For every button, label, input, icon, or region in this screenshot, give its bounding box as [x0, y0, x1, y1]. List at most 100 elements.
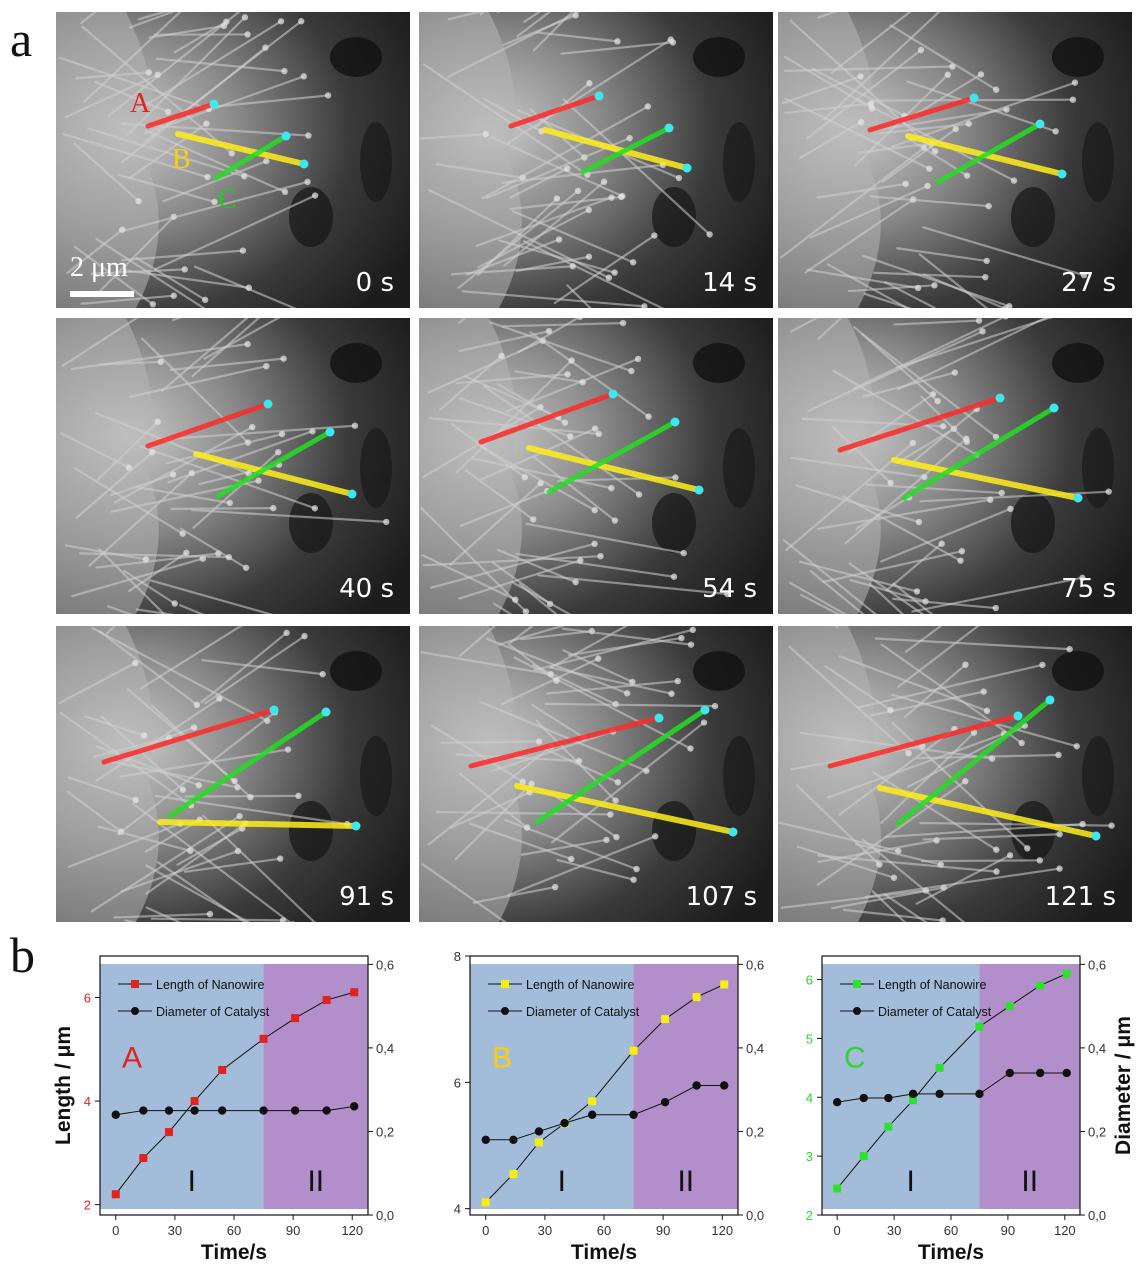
chart-panel-label: A — [122, 1041, 142, 1074]
y-tick-label: 2 — [84, 1198, 91, 1213]
scale-bar-label: 2 μm — [70, 252, 128, 284]
catalyst-tip — [655, 714, 664, 723]
sem-frame: 14 s — [419, 12, 773, 308]
x-tick-label: 120 — [711, 1223, 733, 1238]
data-point — [833, 1185, 841, 1193]
catalyst-tip — [970, 94, 979, 103]
y2-tick-label: 0,6 — [1088, 957, 1106, 972]
frame-time-label: 121 s — [1045, 882, 1116, 912]
region-one — [822, 964, 979, 1209]
data-point — [860, 1094, 868, 1102]
data-point — [509, 1170, 517, 1178]
catalyst-tip — [326, 428, 335, 437]
data-point — [139, 1154, 147, 1162]
wire-b — [160, 822, 356, 826]
data-point — [165, 1106, 173, 1114]
data-point — [1063, 970, 1071, 978]
y2-tick-label: 0,2 — [746, 1124, 764, 1139]
sem-frame: 75 s — [778, 318, 1132, 614]
y-axis-label: Length / μm — [52, 1026, 75, 1145]
y2-tick-label: 0,0 — [376, 1208, 394, 1223]
sem-frame: 121 s — [778, 626, 1132, 922]
data-point — [693, 993, 701, 1001]
x-tick-label: 90 — [286, 1223, 300, 1238]
y2-tick-label: 0,0 — [746, 1208, 764, 1223]
data-point — [509, 1136, 517, 1144]
data-point — [1063, 1069, 1071, 1077]
data-point — [935, 1090, 943, 1098]
x-tick-label: 60 — [227, 1223, 241, 1238]
panel-a-label: a — [10, 14, 32, 64]
data-point — [323, 996, 331, 1004]
data-point — [535, 1127, 543, 1135]
sem-micrograph-image — [56, 626, 410, 922]
x-tick-label: 30 — [538, 1223, 552, 1238]
catalyst-tip — [695, 486, 704, 495]
y-tick-label: 2 — [806, 1208, 813, 1223]
data-point — [1006, 1069, 1014, 1077]
y-tick-label: 5 — [806, 1031, 813, 1046]
catalyst-tip — [671, 418, 680, 427]
sem-micrograph-image — [778, 318, 1132, 614]
y2-tick-label: 0,4 — [746, 1041, 764, 1056]
data-point — [860, 1152, 868, 1160]
y-tick-label: 4 — [454, 1202, 461, 1217]
catalyst-tip — [1014, 712, 1023, 721]
data-point — [975, 1023, 983, 1031]
data-point — [1036, 1069, 1044, 1077]
catalyst-tip — [270, 706, 279, 715]
data-point — [661, 1015, 669, 1023]
y-tick-label: 4 — [806, 1090, 813, 1105]
data-point — [350, 988, 358, 996]
x-axis-label: Time/s — [918, 1241, 984, 1264]
frame-time-label: 107 s — [686, 882, 757, 912]
catalyst-tip — [264, 400, 273, 409]
sem-frame: 91 s — [56, 626, 410, 922]
data-point — [720, 1081, 728, 1089]
y2-tick-label: 0,2 — [1088, 1124, 1106, 1139]
sem-micrograph-image — [778, 626, 1132, 922]
legend-entry: Diameter of Catalyst — [156, 1005, 270, 1019]
x-tick-label: 60 — [944, 1223, 958, 1238]
x-tick-label: 120 — [341, 1223, 363, 1238]
data-point — [260, 1035, 268, 1043]
region-label: I — [188, 1165, 196, 1198]
catalyst-tip — [1050, 404, 1059, 413]
legend-entry: Diameter of Catalyst — [526, 1005, 640, 1019]
data-point — [190, 1106, 198, 1114]
wire-label-a: A — [130, 88, 150, 120]
data-point — [1036, 981, 1044, 989]
sem-micrograph-image — [419, 626, 773, 922]
data-point — [112, 1190, 120, 1198]
data-point — [218, 1066, 226, 1074]
sem-frame: 27 s — [778, 12, 1132, 308]
sem-frame: 54 s — [419, 318, 773, 614]
data-point — [139, 1106, 147, 1114]
data-point — [975, 1090, 983, 1098]
y-tick-label: 3 — [806, 1149, 813, 1164]
data-point — [560, 1119, 568, 1127]
catalyst-tip — [1092, 832, 1101, 841]
region-label: II — [677, 1165, 694, 1198]
data-point — [322, 1106, 330, 1114]
x-tick-label: 120 — [1054, 1223, 1076, 1238]
catalyst-tip — [1074, 494, 1083, 503]
x-tick-label: 0 — [112, 1223, 119, 1238]
x-axis-label: Time/s — [571, 1241, 637, 1264]
data-point — [692, 1081, 700, 1089]
frame-time-label: 14 s — [702, 268, 757, 298]
legend-entry: Diameter of Catalyst — [878, 1005, 992, 1019]
x-tick-label: 60 — [597, 1223, 611, 1238]
catalyst-tip — [348, 490, 357, 499]
data-point — [630, 1047, 638, 1055]
catalyst-tip — [996, 394, 1005, 403]
data-point — [833, 1098, 841, 1106]
frame-time-label: 27 s — [1061, 268, 1116, 298]
y2-tick-label: 0,2 — [376, 1124, 394, 1139]
data-point — [884, 1123, 892, 1131]
y2-tick-label: 0,4 — [1088, 1041, 1106, 1056]
data-point — [1006, 1002, 1014, 1010]
catalyst-tip — [352, 822, 361, 831]
